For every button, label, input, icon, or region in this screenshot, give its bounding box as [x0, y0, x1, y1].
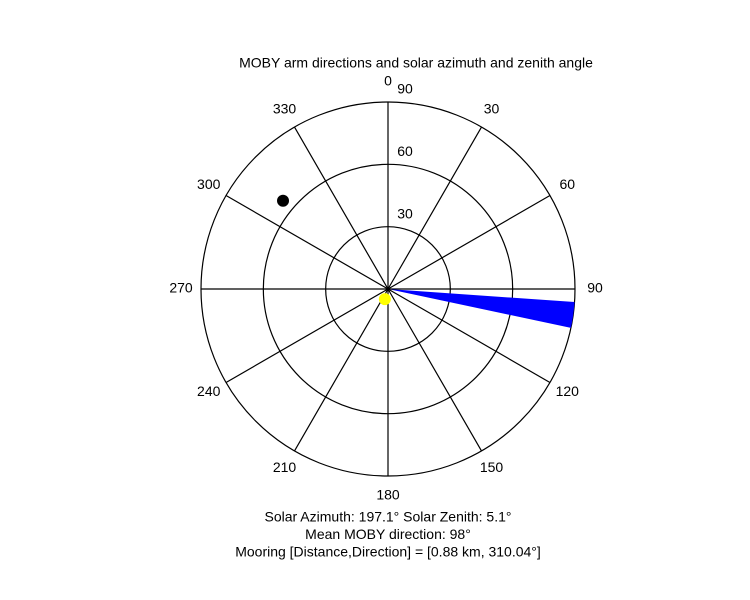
- theta-tick-label: 60: [559, 176, 575, 192]
- theta-tick-label: 0: [384, 73, 392, 89]
- annotation: Mean MOBY direction: 98°: [305, 526, 471, 542]
- annotation: Mooring [Distance,Direction] = [0.88 km,…: [235, 544, 541, 560]
- r-tick-label: 60: [397, 143, 413, 159]
- theta-tick-label: 240: [197, 383, 221, 399]
- spoke: [225, 288, 389, 384]
- theta-tick-label: 270: [169, 280, 193, 296]
- theta-tick-label: 150: [480, 459, 504, 475]
- theta-tick-label: 210: [273, 459, 297, 475]
- theta-tick-label: 300: [197, 176, 221, 192]
- spoke: [225, 194, 389, 290]
- spoke: [293, 288, 389, 452]
- r-tick-label: 90: [397, 81, 413, 97]
- theta-tick-label: 30: [484, 100, 500, 116]
- theta-tick-label: 90: [587, 280, 603, 296]
- spoke: [387, 194, 551, 290]
- r-tick-label: 30: [397, 205, 413, 221]
- theta-tick-label: 120: [556, 383, 580, 399]
- point: [378, 293, 391, 306]
- theta-tick-label: 180: [376, 487, 400, 503]
- spoke: [387, 288, 483, 452]
- moby-wedge: [388, 289, 575, 328]
- spoke: [387, 126, 483, 290]
- annotation: Solar Azimuth: 197.1° Solar Zenith: 5.1°: [265, 509, 512, 525]
- theta-tick-label: 330: [273, 100, 297, 116]
- spoke: [387, 288, 551, 384]
- chart-title: MOBY arm directions and solar azimuth an…: [239, 55, 593, 71]
- spoke: [293, 126, 389, 290]
- point: [277, 194, 290, 207]
